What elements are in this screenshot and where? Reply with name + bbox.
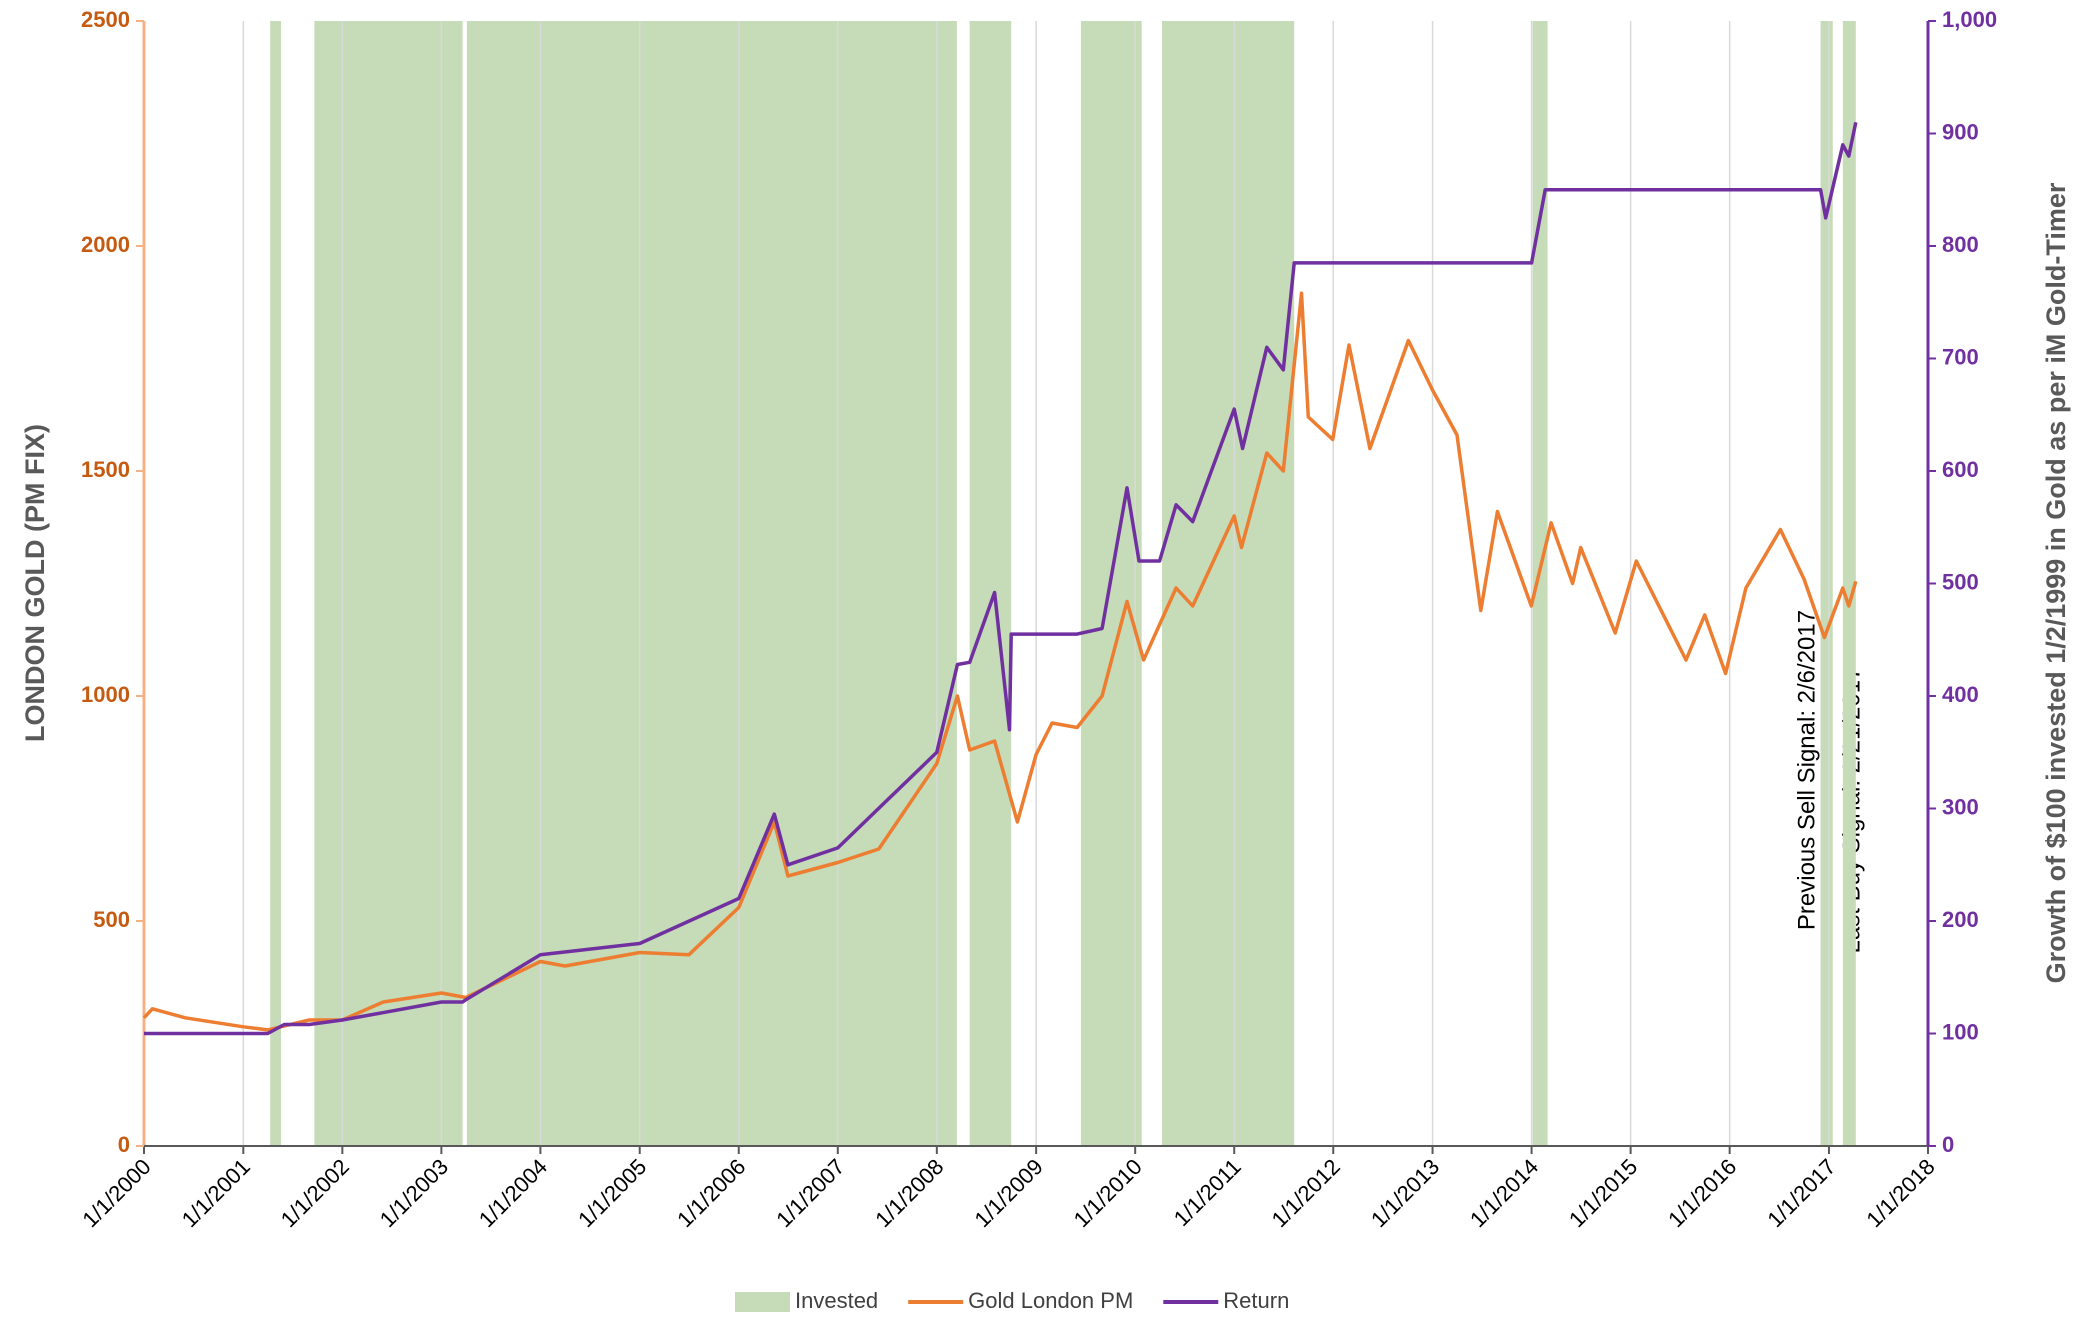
invested-region: [969, 21, 1012, 1146]
x-tick-label: 1/1/2016: [1663, 1154, 1741, 1232]
invested-region: [270, 21, 282, 1146]
x-tick-label: 1/1/2014: [1465, 1154, 1543, 1232]
legend-swatch: [735, 1292, 790, 1312]
y2-tick-label: 800: [1942, 232, 1979, 257]
y2-tick-label: 0: [1942, 1132, 1954, 1157]
y-tick-label: 2000: [81, 232, 130, 257]
y2-tick-label: 200: [1942, 907, 1979, 932]
y2-tick-label: 300: [1942, 794, 1979, 819]
invested-region: [1532, 21, 1548, 1146]
x-tick-label: 1/1/2010: [1069, 1154, 1147, 1232]
x-tick-label: 1/1/2004: [474, 1154, 552, 1232]
x-tick-label: 1/1/2018: [1861, 1154, 1939, 1232]
x-tick-label: 1/1/2012: [1267, 1154, 1345, 1232]
series-line: [142, 291, 1858, 1032]
annotation: Previous Sell Signal: 2/6/2017: [1793, 610, 1820, 930]
y-tick-label: 2500: [81, 7, 130, 32]
y-tick-label: 500: [93, 907, 130, 932]
invested-region: [466, 21, 957, 1146]
y2-tick-label: 700: [1942, 344, 1979, 369]
y-tick-label: 0: [118, 1132, 130, 1157]
y2-axis-title: Growth of $100 invested 1/2/1999 in Gold…: [2041, 182, 2071, 983]
y-tick-label: 1500: [81, 457, 130, 482]
legend-label: Return: [1223, 1288, 1289, 1313]
series-line: [144, 121, 1858, 1036]
x-tick-label: 1/1/2001: [177, 1154, 255, 1232]
x-tick-label: 1/1/2003: [375, 1154, 453, 1232]
x-tick-label: 1/1/2008: [870, 1154, 948, 1232]
invested-region: [314, 21, 463, 1146]
y2-tick-label: 900: [1942, 119, 1979, 144]
x-tick-label: 1/1/2006: [672, 1154, 750, 1232]
y2-tick-label: 600: [1942, 457, 1979, 482]
legend: Invested Gold London PM Return: [735, 1288, 1289, 1313]
x-tick-label: 1/1/2005: [573, 1154, 651, 1232]
legend-label: Invested: [795, 1288, 878, 1313]
x-tick-label: 1/1/2009: [970, 1154, 1048, 1232]
invested-region: [1842, 21, 1856, 1146]
y2-tick-label: 500: [1942, 569, 1979, 594]
x-tick-label: 1/1/2015: [1564, 1154, 1642, 1232]
y-axis-title: LONDON GOLD (PM FIX): [20, 424, 50, 742]
y2-tick-label: 100: [1942, 1019, 1979, 1044]
x-tick-label: 1/1/2017: [1762, 1154, 1840, 1232]
y2-tick-label: 400: [1942, 682, 1979, 707]
x-tick-label: 1/1/2002: [276, 1154, 354, 1232]
legend-label: Gold London PM: [968, 1288, 1133, 1313]
x-tick-label: 1/1/2013: [1366, 1154, 1444, 1232]
y2-tick-label: 1,000: [1942, 7, 1997, 32]
x-tick-label: 1/1/2000: [77, 1154, 155, 1232]
invested-region: [1162, 21, 1295, 1146]
x-tick-label: 1/1/2011: [1169, 1154, 1246, 1231]
x-tick-label: 1/1/2007: [771, 1154, 849, 1232]
y-tick-label: 1000: [81, 682, 130, 707]
